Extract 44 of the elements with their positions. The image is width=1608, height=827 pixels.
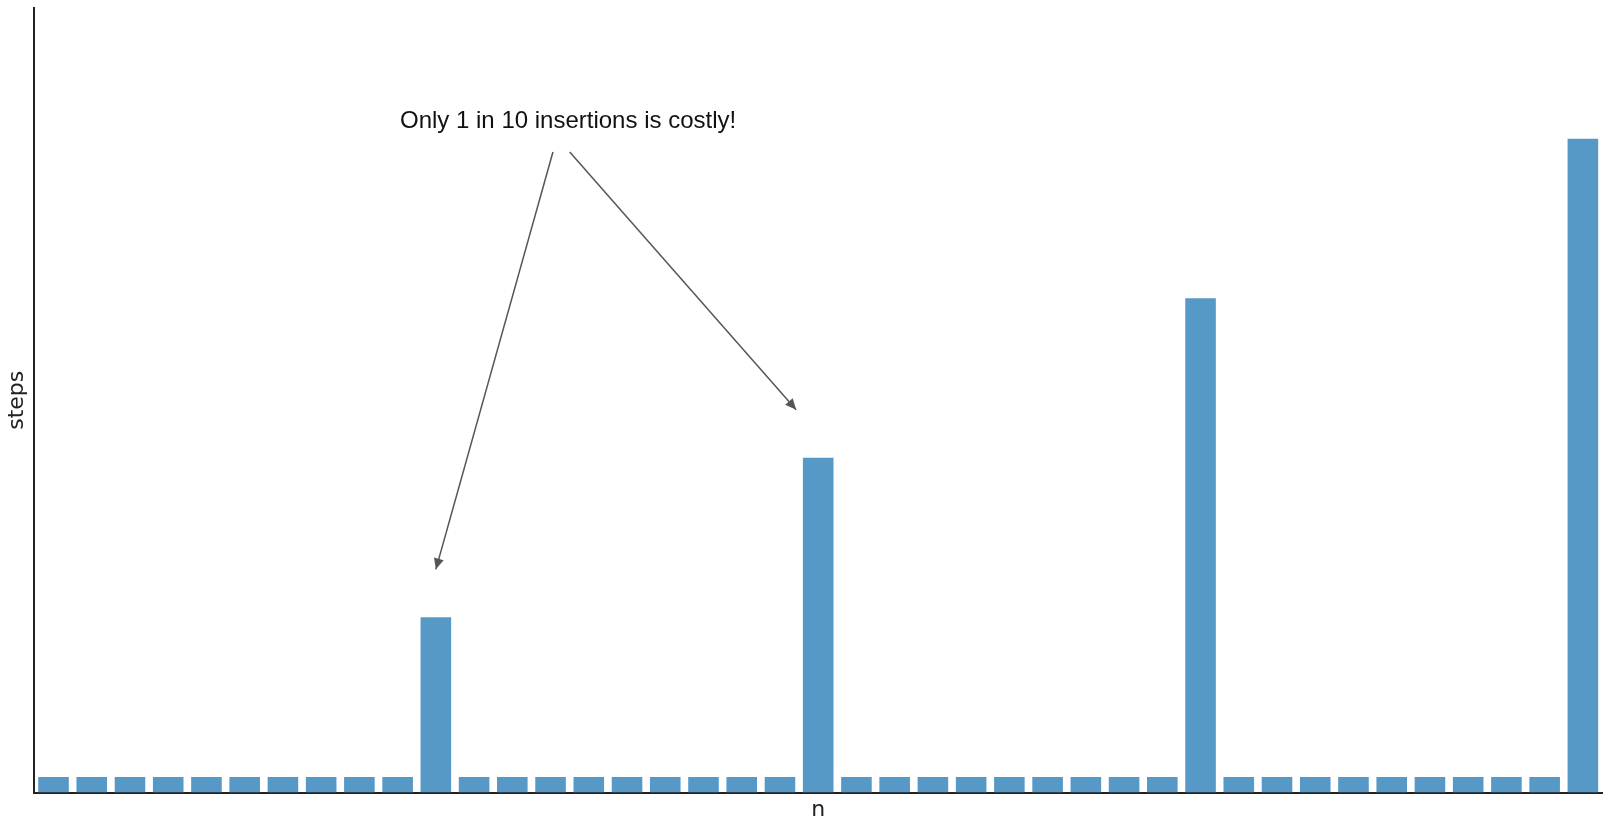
- bar: [879, 776, 910, 793]
- bar: [994, 776, 1025, 793]
- bar: [1567, 138, 1599, 793]
- bar: [305, 776, 337, 793]
- bar: [1185, 298, 1216, 793]
- bar: [76, 776, 108, 793]
- bar: [458, 776, 490, 793]
- bar: [1108, 776, 1140, 793]
- bar: [535, 776, 566, 793]
- text: Only 1 in 10 insertions is costly!: [400, 106, 737, 134]
- bar: [764, 776, 796, 793]
- bar: [1491, 776, 1522, 793]
- x-axis-title: n: [811, 795, 826, 821]
- bar: [611, 776, 643, 793]
- bar: [1299, 776, 1331, 793]
- bar: [802, 457, 834, 793]
- bar: [1338, 776, 1369, 793]
- bar: [497, 776, 528, 793]
- y-axis-title: steps: [2, 370, 28, 430]
- bar: [191, 776, 222, 793]
- bar: [573, 776, 605, 793]
- bar: [38, 776, 69, 793]
- bar: [1261, 776, 1293, 793]
- bar: [1223, 776, 1255, 793]
- bar: [382, 776, 413, 793]
- bar: [1376, 776, 1408, 793]
- bar: [152, 776, 184, 793]
- bar: [649, 776, 681, 793]
- bar: [1070, 776, 1102, 793]
- bar: [1452, 776, 1484, 793]
- bar: [688, 776, 719, 793]
- bar: [1414, 776, 1446, 793]
- bar: [1529, 776, 1560, 793]
- bar: [229, 776, 260, 793]
- bar: [1032, 776, 1063, 793]
- bar: [267, 776, 299, 793]
- bar: [917, 776, 949, 793]
- bar: [114, 776, 146, 793]
- bar: [1147, 776, 1178, 793]
- bar: [344, 776, 375, 793]
- bar: [841, 776, 872, 793]
- bar: [955, 776, 987, 793]
- bar: [726, 776, 758, 793]
- bar: [420, 617, 452, 793]
